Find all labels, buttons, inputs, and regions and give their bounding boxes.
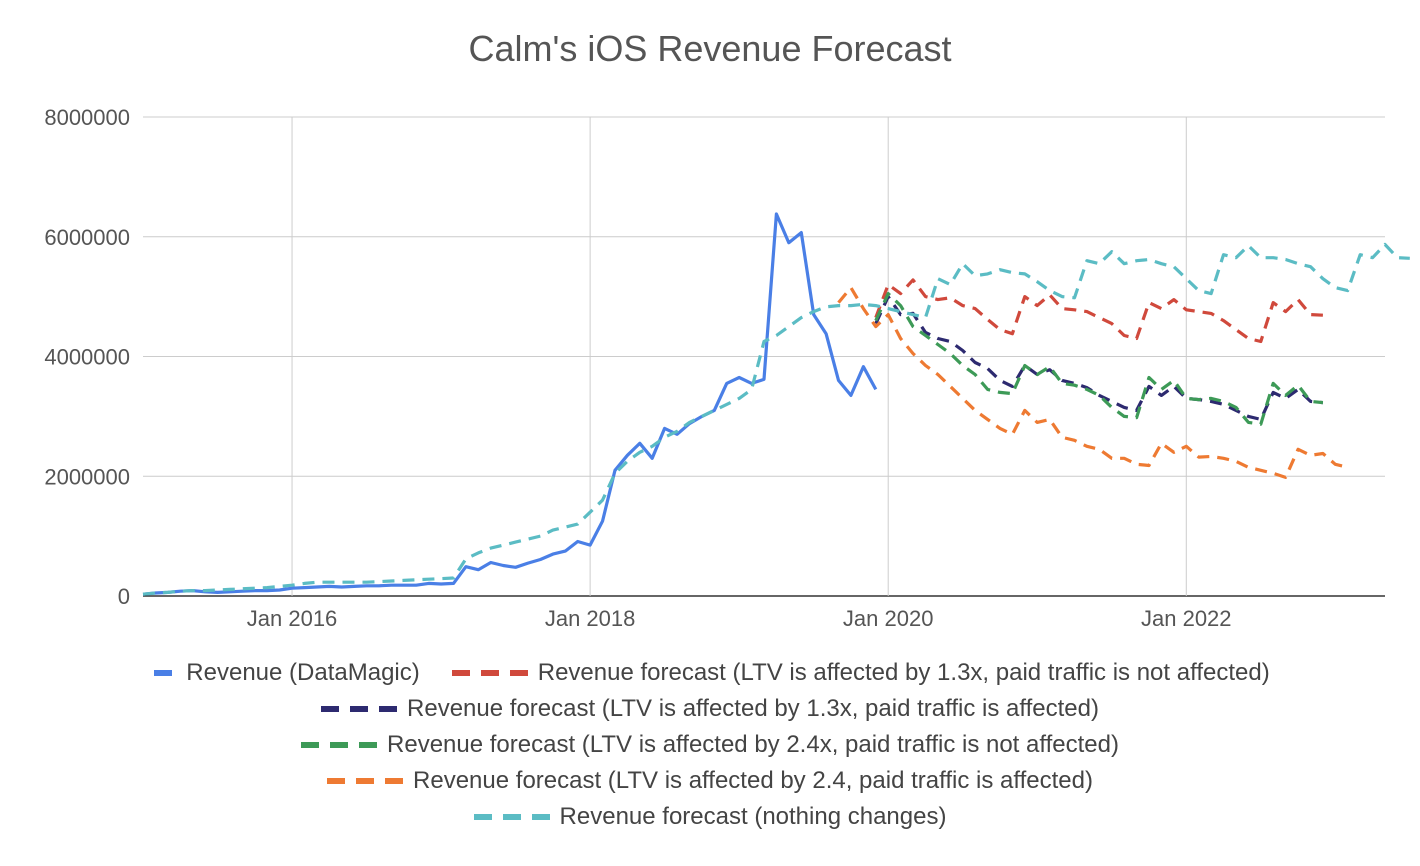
legend-item: Revenue forecast (LTV is affected by 2.4…: [301, 731, 1119, 759]
legend-swatch: [301, 742, 378, 748]
legend-swatch: [327, 778, 404, 784]
y-tick-label: 6000000: [44, 225, 130, 250]
y-tick-label: 4000000: [44, 345, 130, 370]
legend-label: Revenue forecast (LTV is affected by 1.3…: [537, 659, 1270, 686]
series-line-4: [874, 292, 1324, 426]
legend-swatch: [473, 814, 550, 820]
series-line-1: [142, 212, 878, 596]
legend-row: Revenue forecast (LTV is affected by 2.4…: [0, 763, 1420, 799]
x-tick-label: Jan 2016: [247, 606, 338, 631]
legend-row: Revenue forecast (LTV is affected by 1.3…: [0, 691, 1420, 727]
series-line-2: [874, 278, 1323, 344]
grid-layer: [143, 116, 1385, 597]
legend-item: Revenue forecast (LTV is affected by 1.3…: [451, 659, 1270, 687]
legend-swatch: [321, 706, 398, 712]
axis-labels: 0 2000000 4000000 6000000 8000000 Jan 2016 Jan…: [44, 105, 1231, 631]
y-tick-label: 0: [118, 584, 130, 609]
legend-label: Revenue forecast (LTV is affected by 2.4…: [413, 767, 1093, 794]
series-line-3: [874, 295, 1324, 421]
y-tick-label: 2000000: [44, 464, 130, 489]
legend: Revenue (DataMagic) Revenue forecast (LTV…: [0, 655, 1420, 835]
legend-item: Revenue forecast (LTV is affected by 2.4…: [327, 767, 1093, 795]
legend-row: Revenue (DataMagic) Revenue forecast (LTV…: [0, 655, 1420, 691]
legend-label: Revenue (DataMagic): [186, 659, 420, 686]
chart-title: Calm's iOS Revenue Forecast: [468, 28, 952, 69]
legend-item: Revenue forecast (nothing changes): [473, 803, 947, 831]
legend-row: Revenue forecast (nothing changes): [0, 799, 1420, 835]
series-line-5: [837, 286, 1349, 479]
legend-label: Revenue forecast (LTV is affected by 1.3…: [407, 695, 1099, 722]
legend-item: Revenue forecast (LTV is affected by 1.3…: [321, 695, 1099, 723]
x-tick-label: Jan 2018: [545, 606, 636, 631]
series-layer: [142, 212, 1410, 596]
legend-swatch: [451, 670, 528, 676]
legend-row: Revenue forecast (LTV is affected by 2.4…: [0, 727, 1420, 763]
series-line-6: [142, 242, 1410, 596]
legend-label: Revenue forecast (nothing changes): [559, 803, 947, 830]
legend-swatch: [154, 670, 173, 676]
legend-item: Revenue (DataMagic): [150, 659, 420, 687]
y-tick-label: 8000000: [44, 105, 130, 130]
x-tick-label: Jan 2020: [843, 606, 934, 631]
legend-label: Revenue forecast (LTV is affected by 2.4…: [387, 731, 1119, 758]
x-tick-label: Jan 2022: [1141, 606, 1232, 631]
